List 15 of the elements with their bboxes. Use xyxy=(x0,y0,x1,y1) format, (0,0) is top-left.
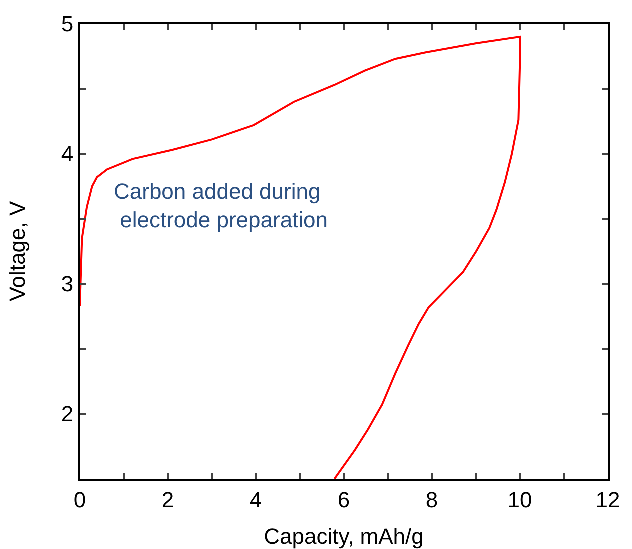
x-tick-label: 4 xyxy=(250,487,262,512)
x-tick-label: 6 xyxy=(338,487,350,512)
x-tick-label: 0 xyxy=(74,487,86,512)
x-tick-label: 10 xyxy=(508,487,532,512)
annotation: Carbon added during electrode preparation xyxy=(114,179,328,233)
y-tick-label: 5 xyxy=(61,12,74,37)
y-tick-label: 4 xyxy=(61,142,74,167)
line-series xyxy=(80,36,521,479)
y-tick-label: 3 xyxy=(61,272,74,297)
y-tick-label: 2 xyxy=(61,402,74,427)
x-tick-label: 2 xyxy=(162,487,174,512)
x-tick-label: 8 xyxy=(426,487,438,512)
x-axis-title: Capacity, mAh/g xyxy=(264,524,424,549)
y-axis-title: Voltage, V xyxy=(5,201,30,302)
x-tick-label: 12 xyxy=(596,487,620,512)
